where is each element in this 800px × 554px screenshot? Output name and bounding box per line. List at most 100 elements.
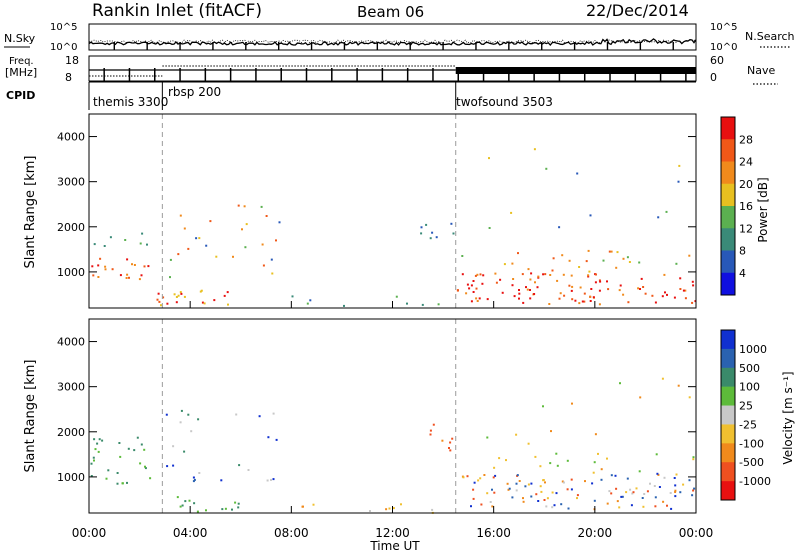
velocity-cell [535, 493, 538, 496]
velocity-cell [600, 468, 603, 471]
velocity-cell [527, 483, 530, 486]
velocity-heatmap [90, 377, 696, 514]
velocity-cell [493, 466, 496, 469]
velocity-cell [610, 474, 613, 477]
power-y-ticks: 1000 2000 3000 4000 [57, 131, 696, 279]
power-cell [126, 258, 129, 261]
power-cell [571, 285, 574, 288]
velocity-cell [193, 502, 196, 505]
velocity-cell [188, 499, 191, 502]
power-cell [421, 303, 424, 306]
velocity-cell [682, 483, 685, 486]
power-cell [570, 274, 573, 277]
velocity-cell [136, 436, 139, 439]
power-cell [627, 301, 630, 304]
velocity-cell [560, 503, 563, 506]
velocity-cell [615, 487, 618, 490]
nsearch-label: N.Search [745, 30, 795, 43]
power-cell [530, 272, 533, 275]
velocity-cell [98, 438, 101, 441]
power-cell [589, 295, 592, 298]
power-cell [521, 273, 524, 276]
power-cell [481, 282, 484, 285]
nave-tick-bottom: 0 [710, 71, 717, 84]
velocity-cell [126, 481, 128, 484]
power-cell [470, 284, 473, 287]
power-cell [104, 265, 107, 268]
velocity-cell [187, 413, 190, 416]
velocity-cell [530, 495, 533, 498]
power-cell [183, 295, 186, 298]
power-cell [169, 258, 172, 261]
velocity-cell [479, 477, 482, 480]
power-cell [261, 243, 264, 246]
power-cell [406, 302, 408, 305]
power-cell [203, 302, 206, 305]
velocity-cell [571, 402, 573, 405]
velocity-cell [576, 494, 579, 497]
power-cell [291, 295, 294, 298]
power-colorbar-swatch [721, 161, 735, 185]
power-cell [587, 249, 590, 252]
power-cell [542, 273, 545, 276]
power-cell [587, 274, 590, 277]
power-cell [158, 300, 161, 303]
power-cell [501, 291, 504, 294]
nsearch-tick-bottom: 10^0 [710, 42, 737, 53]
power-colorbar-tick: 28 [739, 133, 753, 146]
power-cell [537, 275, 540, 278]
power-cell [589, 300, 592, 302]
velocity-cell [610, 492, 613, 495]
velocity-cell [466, 475, 469, 478]
freq-label-2: [MHz] [5, 66, 37, 79]
velocity-cell [619, 382, 621, 385]
velocity-cell [642, 505, 645, 508]
velocity-cell [486, 492, 489, 495]
velocity-cell [116, 482, 119, 485]
power-cell [175, 296, 178, 298]
power-cell [270, 258, 273, 261]
power-cell [452, 232, 455, 235]
power-cell [141, 232, 144, 235]
power-cell [578, 266, 581, 268]
power-cell [431, 231, 434, 234]
power-cell [638, 261, 641, 264]
power-colorbar-tick: 20 [739, 178, 753, 191]
velocity-colorbar-swatch [721, 462, 735, 482]
power-cell [673, 296, 676, 299]
velocity-cell [543, 499, 546, 501]
velocity-cell [506, 482, 509, 485]
power-cell [558, 297, 561, 300]
velocity-cell [97, 450, 100, 453]
velocity-cell [674, 491, 677, 493]
power-cell [562, 273, 565, 276]
power-cell [677, 180, 680, 183]
x-axis-ticks: 00:00 04:00 08:00 12:00 16:00 20:00 00:00 [72, 301, 713, 540]
velocity-cell [193, 478, 196, 481]
power-cell [657, 216, 660, 219]
velocity-cell [472, 488, 475, 491]
velocity-cell [663, 476, 666, 479]
power-cell [682, 289, 685, 292]
x-tick-label: 08:00 [274, 526, 309, 540]
velocity-cell [483, 474, 486, 476]
nsky-label: N.Sky [4, 32, 36, 45]
power-cell [536, 286, 539, 289]
power-cell [594, 281, 597, 284]
velocity-cell [692, 458, 695, 461]
power-cell [232, 255, 234, 258]
velocity-cell [184, 500, 187, 503]
velocity-cell [540, 490, 543, 493]
power-cell [92, 274, 95, 277]
power-cell [265, 215, 268, 217]
power-cell [679, 277, 682, 280]
power-cell [675, 262, 678, 265]
velocity-cell [551, 506, 554, 509]
power-cell [558, 226, 561, 229]
station-title: Rankin Inlet (fitACF) [92, 1, 262, 21]
power-cell [642, 286, 645, 288]
power-cell [227, 303, 229, 306]
power-cell [678, 164, 681, 167]
power-cell [205, 244, 208, 247]
velocity-cell [181, 504, 184, 507]
